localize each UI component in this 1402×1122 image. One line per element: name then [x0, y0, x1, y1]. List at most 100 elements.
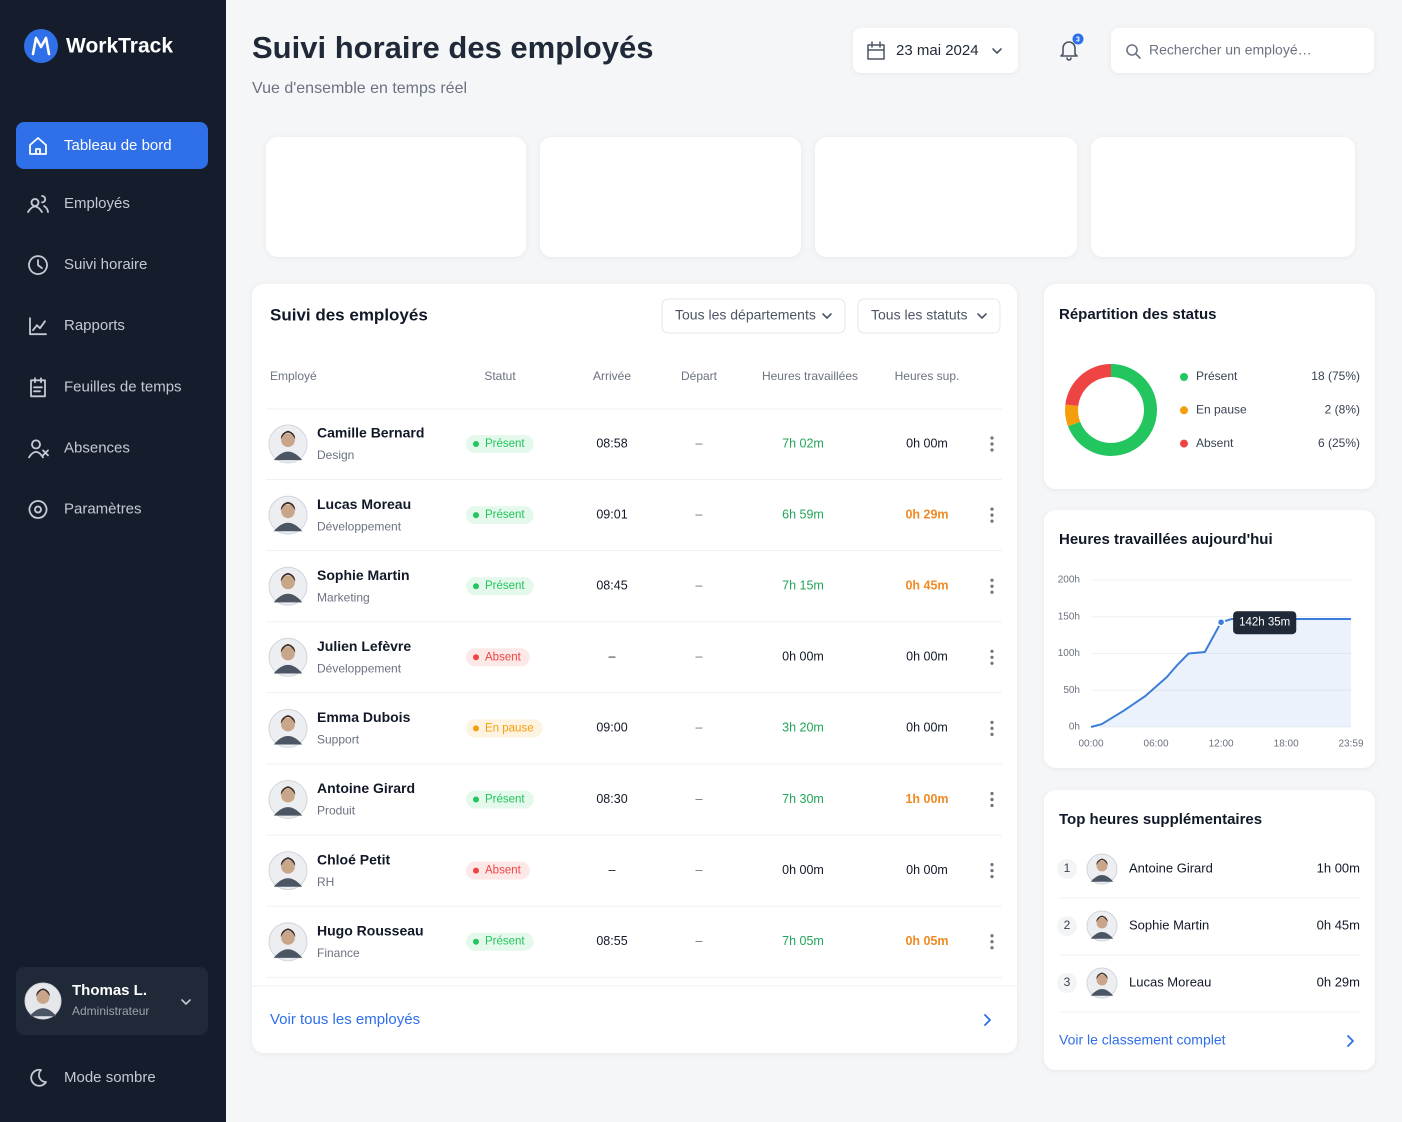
- avatar-hair: [1096, 915, 1108, 923]
- view-all-link[interactable]: Voir tous les employés: [270, 1011, 991, 1028]
- nav-item[interactable]: Feuilles de temps: [30, 377, 182, 398]
- avatar-hair: [280, 857, 296, 866]
- employee-name: Lucas Moreau: [317, 496, 411, 512]
- filter-dropdown[interactable]: Tous les départements: [661, 298, 846, 334]
- status-label: Présent: [485, 794, 525, 806]
- overtime-hours: 0h 00m: [906, 721, 948, 735]
- calendar-icon: [867, 41, 885, 60]
- dark-mode-toggle[interactable]: Mode sombre: [30, 1068, 156, 1087]
- avatar-hair: [36, 988, 50, 997]
- nav-item[interactable]: Suivi horaire: [28, 255, 147, 275]
- rank-badge: [1057, 973, 1077, 993]
- avatar-head: [281, 717, 295, 732]
- hours-worked: 0h 00m: [782, 650, 824, 664]
- avatar-head: [1096, 917, 1108, 929]
- date-picker[interactable]: 23 mai 2024: [853, 28, 1018, 73]
- status-pill-background: [466, 577, 534, 596]
- avatar-hair: [280, 501, 296, 511]
- row-menu[interactable]: [990, 436, 994, 452]
- avatar-body: [273, 593, 303, 603]
- column-header: Heures sup.: [895, 369, 960, 383]
- nav-item[interactable]: Rapports: [29, 317, 125, 336]
- y-tick-label: 150h: [1058, 611, 1080, 622]
- x-tick-label: 06:00: [1144, 739, 1169, 750]
- overtime-hours: 0h 05m: [905, 934, 948, 948]
- tooltip: 142h 35m: [1233, 611, 1297, 635]
- nav-icon: [28, 255, 48, 275]
- chevron-down: [822, 313, 832, 319]
- avatar-body: [273, 522, 303, 532]
- status-dot: [473, 796, 479, 803]
- status-dot: [473, 867, 479, 874]
- nav-label: Feuilles de temps: [64, 378, 182, 395]
- filter-label: Tous les statuts: [871, 307, 968, 323]
- ranking-link[interactable]: Voir le classement complet: [1059, 1032, 1354, 1048]
- arrival-time: 09:01: [596, 507, 627, 521]
- legend-label: Absent: [1196, 436, 1234, 450]
- legend-value: 6 (25%): [1318, 436, 1360, 450]
- status-pill: Présent: [466, 932, 534, 951]
- notification-badge: [1072, 33, 1084, 45]
- menu-dot: [990, 863, 994, 867]
- table-row: Sophie Martin Marketing Présent 08:45 – 7h 15…: [266, 566, 1002, 623]
- departure-time: –: [696, 863, 703, 877]
- avatar-body: [1090, 875, 1114, 882]
- stat-card-background: [815, 137, 1077, 257]
- chevron-right: [984, 1014, 991, 1026]
- notification-count: 3: [1076, 36, 1080, 43]
- nav-label: Paramètres: [64, 500, 142, 517]
- avatar-head: [1096, 974, 1108, 986]
- notifications[interactable]: 3: [1060, 33, 1084, 61]
- menu-dot: [990, 655, 994, 659]
- card-title: Heures travaillées aujourd'hui: [1059, 531, 1273, 548]
- user-card[interactable]: Thomas L. Administrateur: [16, 967, 208, 1035]
- nav-icon: [29, 137, 47, 155]
- employee-department: Développement: [317, 519, 402, 533]
- rank-badge: [1057, 916, 1077, 936]
- sidebar: [0, 0, 226, 1122]
- row-menu[interactable]: [990, 791, 994, 808]
- y-tick-label: 200h: [1058, 575, 1080, 586]
- x-tick-label: 23:59: [1338, 739, 1363, 750]
- row-menu[interactable]: [990, 863, 994, 879]
- status-pill: Absent: [466, 648, 530, 667]
- avatar-hair: [280, 644, 296, 653]
- search-field: [1111, 28, 1374, 73]
- bell-icon: [1060, 41, 1078, 61]
- status-label: Présent: [485, 580, 525, 592]
- nav-item[interactable]: Employés: [27, 195, 130, 213]
- filter-dropdown[interactable]: Tous les statuts: [857, 298, 1001, 334]
- nav-item[interactable]: Absences: [28, 439, 130, 459]
- avatar-hair: [280, 430, 296, 440]
- avatar: [268, 922, 308, 962]
- row-menu[interactable]: [990, 507, 994, 523]
- chevron-down: [181, 999, 191, 1005]
- row-menu[interactable]: [990, 934, 994, 950]
- nav-item[interactable]: Paramètres: [28, 500, 142, 519]
- menu-dot: [990, 726, 994, 731]
- avatar: [268, 424, 308, 464]
- menu-dot: [990, 448, 994, 452]
- legend-item: En pause 2 (8%): [1180, 402, 1360, 416]
- employee-name: Julien Lefèvre: [317, 638, 411, 654]
- search-box[interactable]: Rechercher un employé…: [1111, 28, 1374, 73]
- table-card: [252, 284, 1017, 1053]
- menu-dot: [990, 513, 994, 517]
- page-subtitle: Vue d'ensemble en temps réel: [252, 80, 467, 97]
- nav-label: Tableau de bord: [64, 137, 172, 154]
- row-menu[interactable]: [990, 649, 994, 665]
- ranking-value: 0h 29m: [1317, 974, 1360, 989]
- column-header: Heures travaillées: [762, 369, 858, 383]
- avatar-body: [273, 664, 303, 674]
- status-dot: [473, 654, 479, 661]
- legend-label: En pause: [1196, 402, 1247, 416]
- row-menu[interactable]: [990, 720, 994, 737]
- menu-dot: [990, 869, 994, 873]
- status-pill-background: [466, 648, 530, 667]
- status-label: Absent: [485, 865, 522, 877]
- nav-item[interactable]: Tableau de bord: [16, 122, 208, 169]
- row-menu[interactable]: [990, 578, 994, 594]
- arrival-time: 08:30: [596, 792, 627, 806]
- menu-dot: [990, 732, 994, 737]
